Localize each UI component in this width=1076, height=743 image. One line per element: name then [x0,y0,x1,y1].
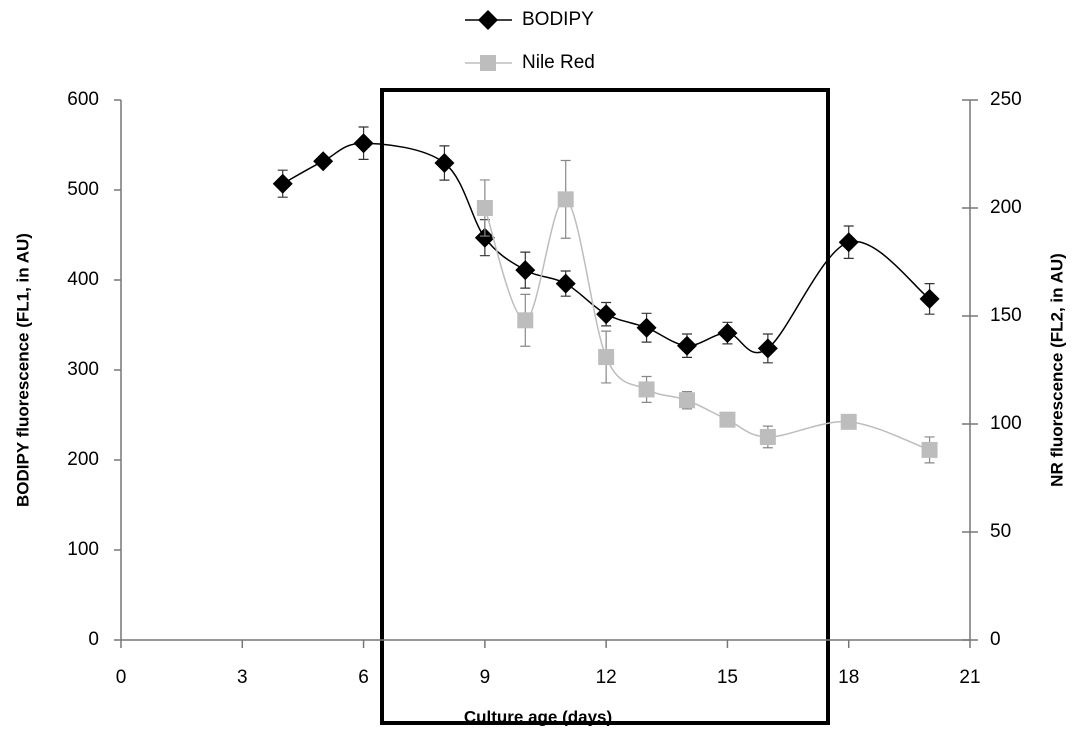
y-tick-label: 500 [67,179,99,200]
data-point [757,338,778,359]
y2-axis-label: NR fluorescence (FL2, in AU) [1047,253,1066,487]
legend-marker [478,10,498,30]
data-point [919,288,940,309]
y2-tick-label: 150 [990,305,1022,326]
y-axis-label: BODIPY fluorescence (FL1, in AU) [13,233,32,507]
y2-tick-label: 100 [990,413,1022,434]
y-tick-label: 300 [67,359,99,380]
data-point [353,133,374,154]
y2-tick-label: 50 [990,521,1011,542]
data-point [598,349,615,366]
data-point [717,323,738,344]
data-point [313,151,334,172]
data-point [679,392,695,409]
data-point [759,428,776,445]
x-tick-label: 18 [838,667,859,688]
data-point [272,173,293,194]
data-point [515,260,536,281]
x-tick-label: 0 [116,667,127,688]
x-tick-label: 12 [596,667,617,688]
data-point [596,304,617,325]
data-point [719,411,736,428]
data-point [474,227,495,248]
x-tick-label: 21 [959,667,980,688]
series-line [484,198,930,451]
data-point [557,191,574,208]
y-tick-label: 200 [67,449,99,470]
data-point [677,335,697,356]
series-line [282,142,931,354]
legend-marker [480,55,496,71]
data-point [636,317,657,338]
highlight-box [380,88,830,725]
data-point [555,273,576,294]
y2-tick-label: 250 [990,89,1022,110]
y2-tick-label: 200 [990,197,1022,218]
data-point [434,153,455,173]
y-tick-label: 0 [88,629,99,650]
x-tick-label: 3 [237,667,248,688]
legend-label: BODIPY [522,9,594,30]
x-tick-label: 6 [358,667,369,688]
x-tick-label: 15 [717,667,738,688]
data-point [638,381,655,398]
legend-label: Nile Red [522,52,595,73]
y-tick-label: 600 [67,89,99,110]
data-point [921,441,938,458]
y2-tick-label: 0 [990,629,1001,650]
x-tick-label: 9 [480,667,491,688]
data-point [517,312,534,329]
y-tick-label: 100 [67,539,99,560]
data-point [476,200,493,216]
data-point [838,232,859,253]
y-tick-label: 400 [67,269,99,290]
data-point [840,413,857,430]
